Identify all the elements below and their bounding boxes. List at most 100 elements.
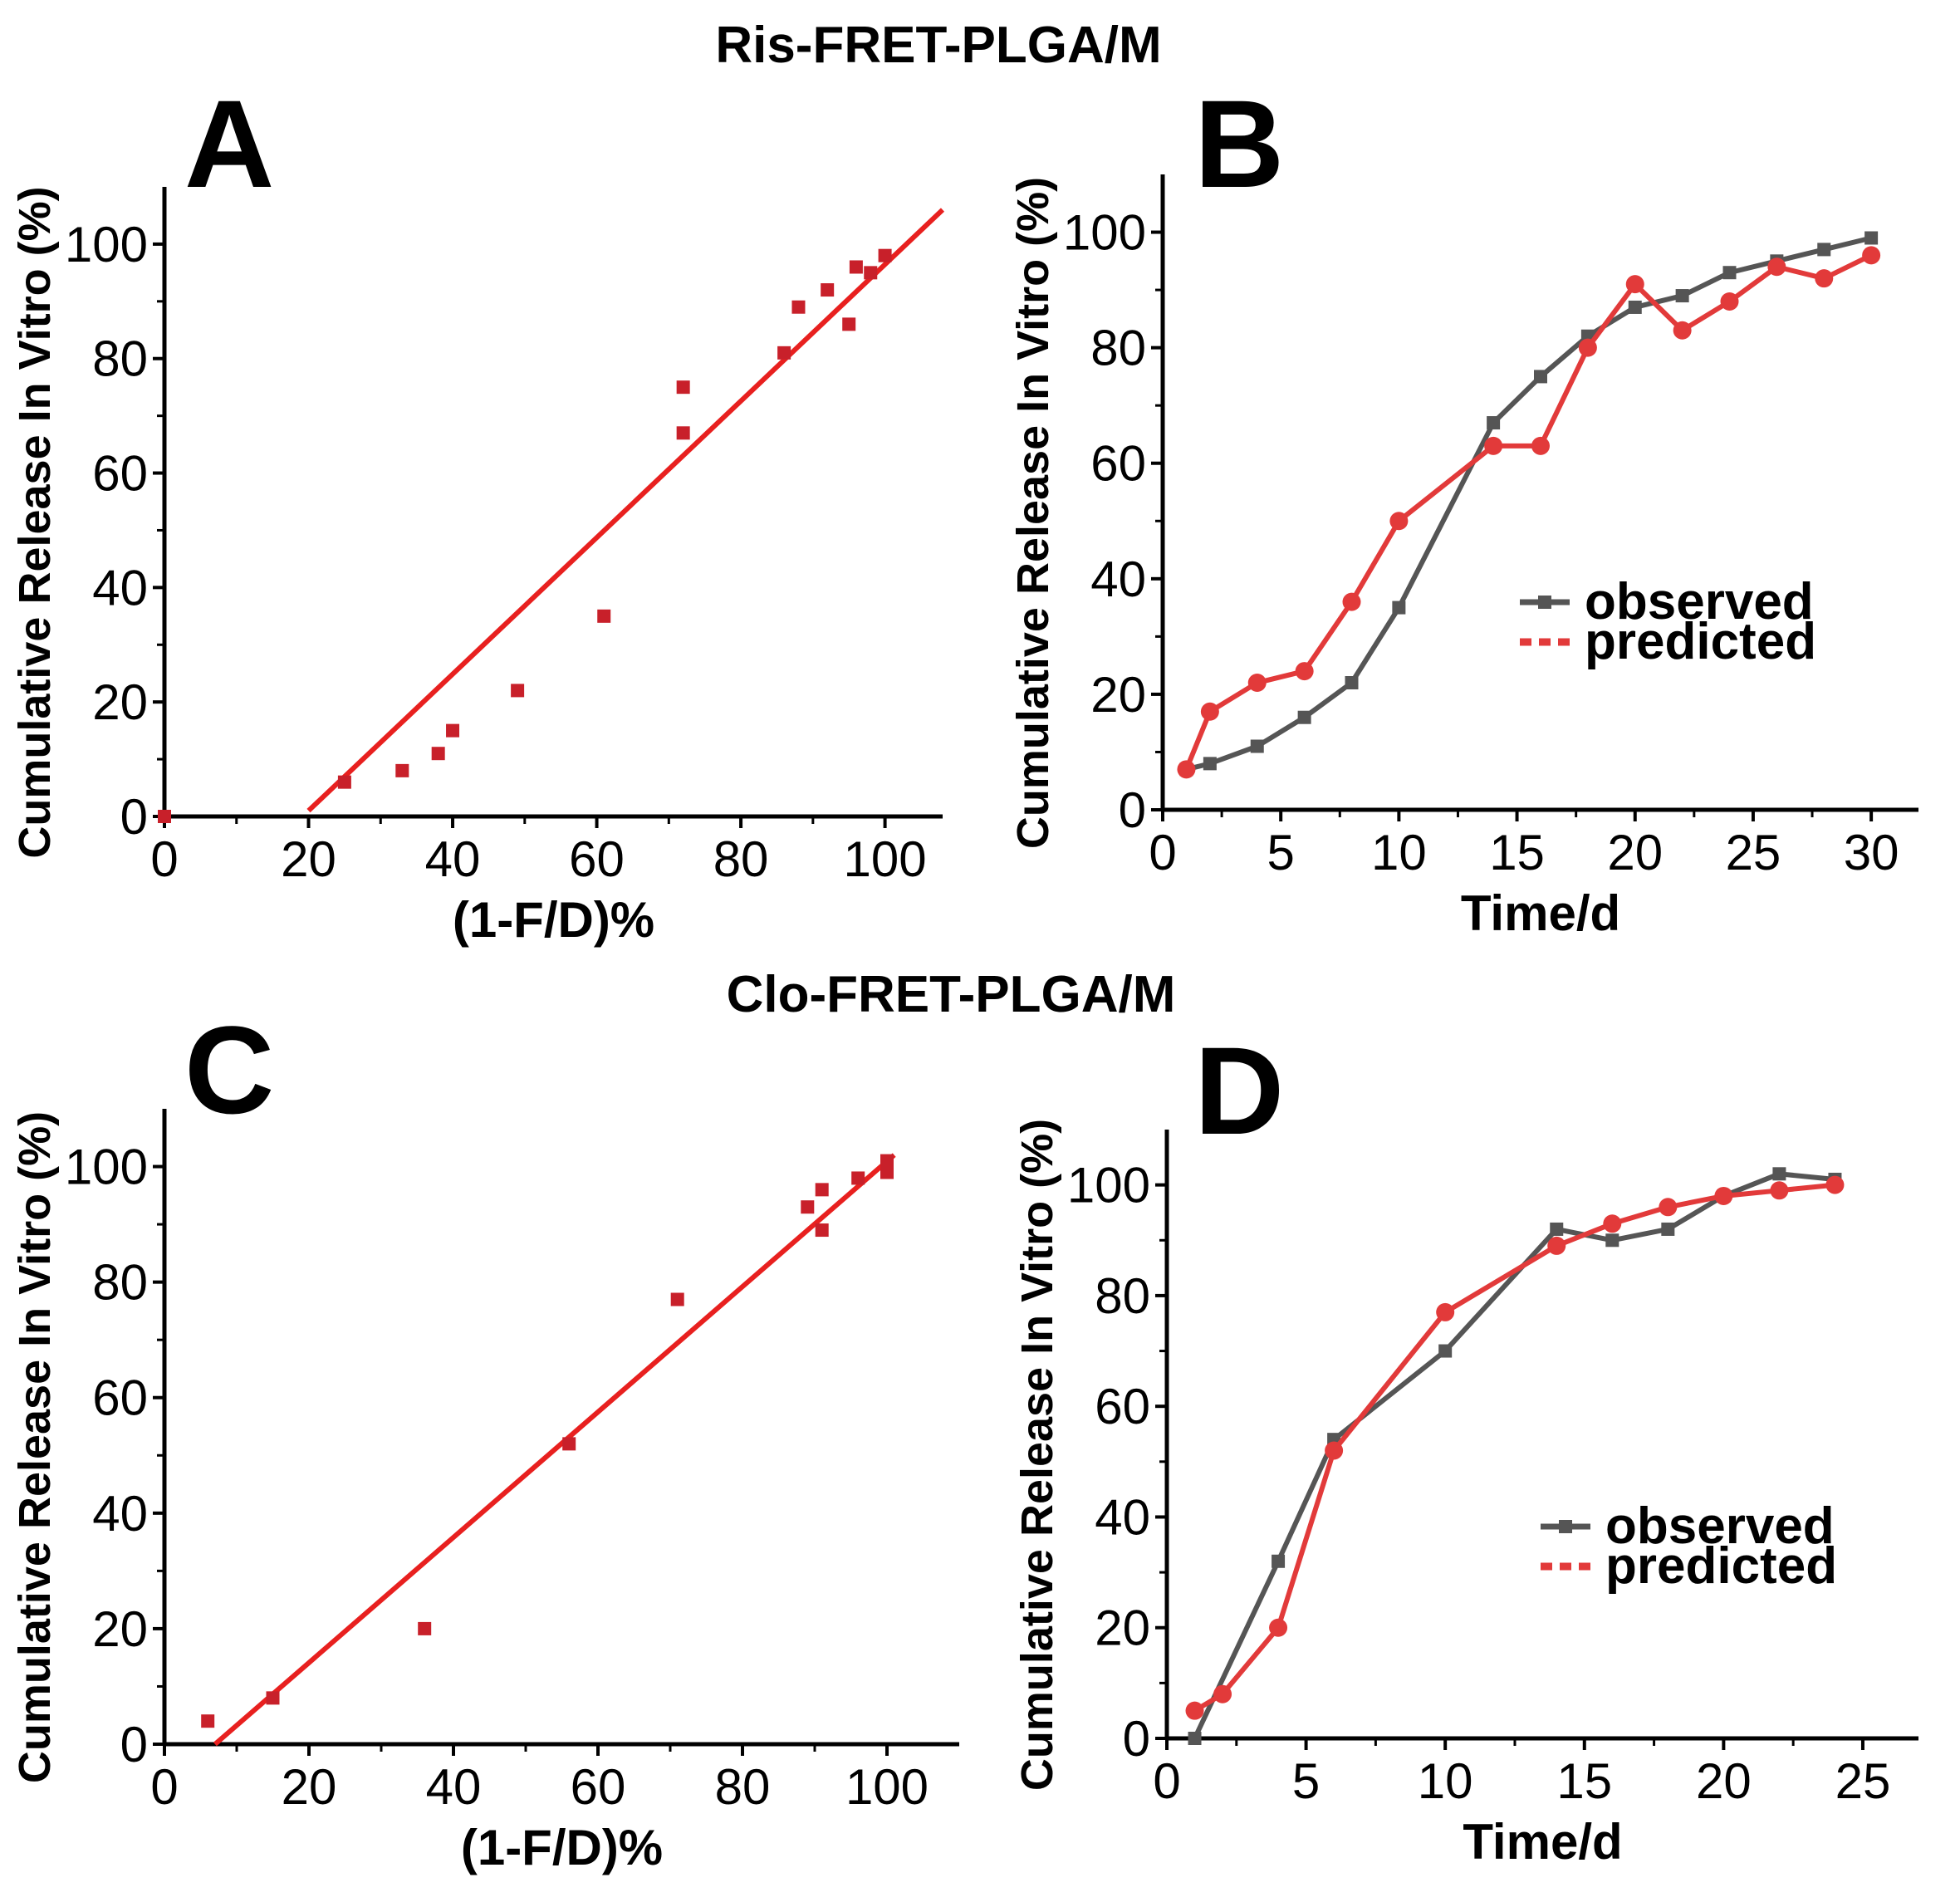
data-point (815, 1183, 829, 1197)
predicted-point (1720, 292, 1739, 311)
y-tick-label: 40 (92, 560, 148, 615)
observed-point (1722, 266, 1737, 280)
y-tick-label: 20 (1090, 667, 1146, 723)
x-tick-label: 20 (1607, 825, 1663, 880)
predicted-point (1578, 338, 1597, 357)
data-point (201, 1714, 215, 1728)
y-tick-label: 80 (1095, 1268, 1150, 1324)
y-tick-label: 0 (120, 1717, 148, 1772)
predicted-point (1825, 1175, 1845, 1194)
panel-letter: A (184, 74, 274, 213)
y-tick-label: 20 (1095, 1601, 1150, 1656)
data-point (597, 609, 611, 623)
observed-point (1675, 289, 1689, 303)
data-point (676, 380, 690, 395)
y-tick-label: 100 (65, 217, 148, 272)
predicted-point (1200, 702, 1219, 721)
data-point (676, 426, 690, 440)
y-tick-label: 40 (1095, 1489, 1150, 1545)
panel-letter: C (184, 1000, 274, 1140)
x-tick-label: 20 (281, 831, 336, 887)
data-point (878, 248, 892, 262)
y-tick-label: 80 (1090, 321, 1146, 376)
y-tick-label: 100 (1063, 205, 1146, 261)
predicted-point (1659, 1198, 1678, 1217)
panel-c: C 0 20 40 60 80 100 0 20 40 60 80 100 (1-F/D)% Cumulat… (10, 1000, 959, 1875)
y-tick-label: 0 (120, 789, 148, 845)
top-section-title: Ris-FRET-PLGA/M (715, 17, 1161, 74)
observed-point (1272, 1554, 1286, 1568)
predicted-point (1436, 1302, 1455, 1321)
panel-d: D 0 5 10 15 20 25 0 20 40 60 80 100 Time/d Cumulative … (1012, 1021, 1918, 1870)
x-tick-label: 100 (845, 1759, 929, 1815)
data-point (158, 810, 171, 823)
data-point (815, 1223, 829, 1238)
x-tick-label: 80 (715, 1759, 771, 1815)
panel-letter: D (1194, 1021, 1284, 1160)
predicted-point (1325, 1441, 1344, 1460)
legend-label-predicted: predicted (1585, 613, 1816, 670)
x-tick-label: 0 (150, 831, 178, 887)
predicted-point (1531, 436, 1550, 455)
y-tick-label: 60 (1095, 1379, 1150, 1434)
legend-label-predicted: predicted (1605, 1537, 1837, 1595)
x-tick-label: 40 (426, 1759, 482, 1815)
x-tick-label: 25 (1726, 825, 1781, 880)
x-tick-label: 20 (1696, 1753, 1752, 1809)
y-tick-label: 60 (1090, 436, 1146, 492)
x-tick-label: 10 (1418, 1753, 1473, 1809)
predicted-point (1177, 760, 1196, 779)
data-point (337, 775, 351, 789)
y-axis-label: Cumulative Release In Vitro (%) (10, 186, 60, 858)
x-tick-label: 60 (569, 831, 625, 887)
predicted-point (1484, 436, 1503, 455)
series-line-observed (1192, 1171, 1835, 1740)
observed-point (1628, 300, 1642, 314)
data-point (670, 1292, 684, 1306)
fit-line (213, 1153, 896, 1747)
y-tick-label: 60 (92, 1370, 148, 1426)
predicted-point (1767, 257, 1786, 277)
y-axis-label: Cumulative Release In Vitro (%) (1008, 177, 1058, 849)
data-point (851, 1171, 865, 1185)
predicted-point (1247, 674, 1267, 692)
observed-point (1605, 1233, 1619, 1248)
y-tick-label: 80 (92, 331, 148, 387)
observed-point (1188, 1732, 1202, 1745)
x-tick-label: 30 (1844, 825, 1899, 880)
observed-point (1550, 1222, 1564, 1236)
data-point (864, 266, 878, 280)
predicted-point (1547, 1236, 1566, 1255)
series-line-predicted (1193, 1182, 1835, 1713)
predicted-point (1673, 321, 1692, 340)
data-point (395, 763, 409, 777)
observed-point (1250, 739, 1264, 753)
predicted-point (1603, 1214, 1622, 1233)
x-tick-label: 0 (1149, 825, 1176, 880)
observed-point (1392, 601, 1406, 615)
predicted-point (1213, 1684, 1232, 1703)
panel-a: A 0 20 40 60 80 100 0 20 40 60 80 100 (1-F/D)% Cumulat… (10, 74, 945, 948)
predicted-point (1714, 1186, 1733, 1205)
y-axis-label: Cumulative Release In Vitro (%) (1012, 1119, 1062, 1791)
y-axis-label: Cumulative Release In Vitro (%) (10, 1111, 60, 1783)
predicted-point (1625, 275, 1644, 294)
x-tick-label: 5 (1292, 1753, 1320, 1809)
series-line-predicted (1183, 252, 1873, 771)
x-tick-label: 15 (1489, 825, 1545, 880)
x-tick-label: 15 (1556, 1753, 1612, 1809)
observed-point (1297, 710, 1311, 724)
x-tick-label: 20 (282, 1759, 337, 1815)
data-point (849, 260, 863, 274)
y-tick-label: 20 (92, 1601, 148, 1657)
y-tick-label: 40 (1090, 551, 1146, 607)
data-point (842, 317, 856, 331)
y-tick-label: 0 (1123, 1711, 1150, 1767)
data-point (511, 684, 525, 698)
predicted-point (1389, 512, 1409, 531)
x-axis-label: Time/d (1463, 1814, 1622, 1870)
x-tick-label: 100 (844, 831, 927, 887)
observed-point (1345, 676, 1359, 689)
legend-label-observed: observed (1585, 573, 1814, 630)
